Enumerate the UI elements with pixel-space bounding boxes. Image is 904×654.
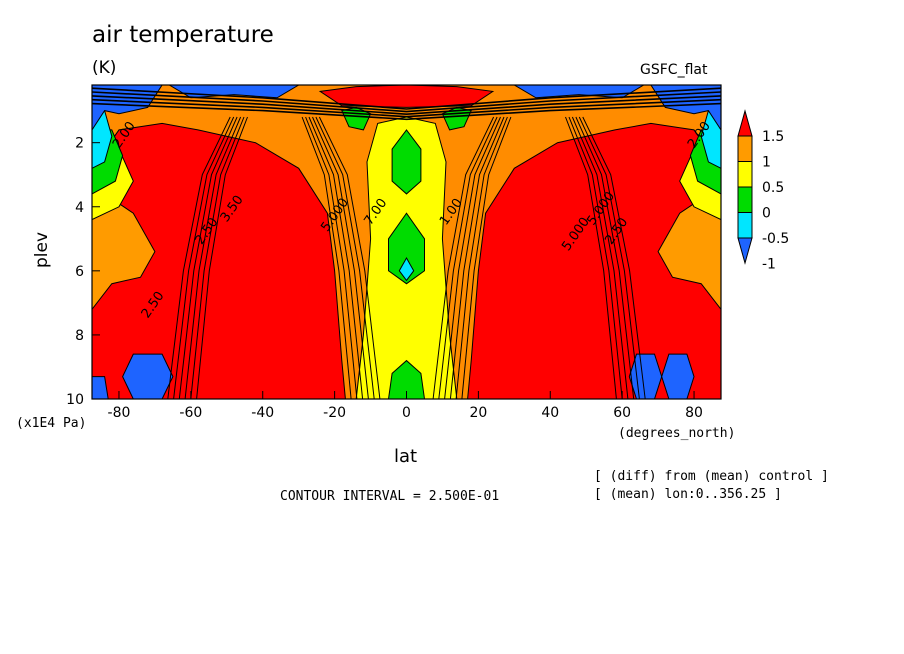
contour-line xyxy=(308,116,364,399)
contour-line xyxy=(92,91,721,113)
contour-line xyxy=(312,116,369,399)
contour-region-12 xyxy=(387,359,426,399)
y-axis: 2 4 6 8 10 xyxy=(66,136,100,408)
diff-note: [ (diff) from (mean) control ] xyxy=(594,469,829,484)
colorbar-swatch xyxy=(737,135,753,162)
contour-region-15 xyxy=(92,110,113,169)
colorbar-top-arrow xyxy=(737,109,753,137)
contour-line xyxy=(301,116,352,399)
y-tick-label: 4 xyxy=(75,200,84,216)
x-tick-label: -40 xyxy=(251,405,274,421)
chart-units: (K) xyxy=(92,58,117,78)
x-tick-label: -20 xyxy=(323,405,346,421)
contour-region-17 xyxy=(398,256,415,282)
x-axis-unit: (degrees_north) xyxy=(618,426,736,441)
contour-line xyxy=(305,116,358,399)
dataset-label: GSFC_flat xyxy=(640,62,708,78)
mean-note: [ (mean) lon:0..356.25 ] xyxy=(594,487,782,502)
contour-line xyxy=(167,116,231,399)
colorbar-swatch xyxy=(737,212,753,239)
contour-line xyxy=(92,95,721,116)
contour-line xyxy=(196,116,248,399)
contour-line xyxy=(178,116,238,399)
contour-line xyxy=(575,116,635,399)
contour-lines xyxy=(92,87,721,399)
contour-line xyxy=(315,116,375,399)
contour-line xyxy=(461,116,512,399)
contour-interval: CONTOUR INTERVAL = 2.500E-01 xyxy=(280,489,500,504)
filled-regions xyxy=(92,85,721,399)
contour-line xyxy=(571,116,629,399)
y-tick-label: 8 xyxy=(75,328,84,344)
contour-region-24 xyxy=(661,353,695,399)
contour-region-16 xyxy=(700,110,721,169)
colorbar-tick-label: -0.5 xyxy=(762,231,789,247)
contour-region-23 xyxy=(628,353,663,399)
contour-line xyxy=(449,116,505,399)
contour-line xyxy=(318,116,381,399)
contour-line xyxy=(92,87,721,110)
contour-line xyxy=(565,116,617,399)
contour-line xyxy=(432,116,495,399)
colorbar-tick-label: 0.5 xyxy=(762,180,784,196)
y-tick-label: 6 xyxy=(75,264,84,280)
x-tick-label: 80 xyxy=(685,405,703,421)
contour-line xyxy=(184,116,242,399)
colorbar-swatch xyxy=(737,161,753,188)
y-tick-label: 10 xyxy=(66,392,84,408)
y-tick-label: 2 xyxy=(75,136,84,152)
contour-line xyxy=(173,116,235,399)
contour-line xyxy=(92,102,721,121)
contour-line xyxy=(92,98,721,118)
colorbar-tick-label: 0 xyxy=(762,206,771,222)
contour-region-10 xyxy=(391,129,422,195)
plot-area: 2.00 2.002.502.50 2.503.50 5.000 5.0005.0007… xyxy=(92,85,721,399)
colorbar-tick-label: -1 xyxy=(762,257,776,273)
contour-line xyxy=(568,116,623,399)
x-axis-label: lat xyxy=(394,446,418,467)
x-tick-label: 20 xyxy=(469,405,487,421)
contour-line xyxy=(455,116,508,399)
x-axis: -80 -60 -40 -20 0 20 40 60 80 xyxy=(108,391,703,421)
x-tick-label: 60 xyxy=(613,405,631,421)
contour-region-22 xyxy=(122,353,174,399)
x-tick-label: -80 xyxy=(108,405,131,421)
contour-line xyxy=(438,116,498,399)
contour-line xyxy=(582,116,646,399)
colorbar-tick-label: 1.5 xyxy=(762,129,784,145)
y-axis-label: plev xyxy=(32,231,53,269)
x-tick-label: 0 xyxy=(402,405,411,421)
chart-title: air temperature xyxy=(92,22,274,48)
colorbar-tick-label: 1 xyxy=(762,155,771,171)
contour-line xyxy=(578,116,640,399)
y-axis-unit: (x1E4 Pa) xyxy=(16,416,87,431)
colorbar: 1.5 1 0.5 0 -0.5 -1 xyxy=(737,109,789,273)
colorbar-bottom-arrow xyxy=(737,237,753,265)
x-tick-label: 40 xyxy=(541,405,559,421)
contour-region-11 xyxy=(388,212,425,285)
x-tick-label: -60 xyxy=(179,405,202,421)
colorbar-swatch xyxy=(737,186,753,213)
contour-line xyxy=(444,116,501,399)
contour-region-25 xyxy=(92,376,109,399)
contour-line xyxy=(190,116,245,399)
